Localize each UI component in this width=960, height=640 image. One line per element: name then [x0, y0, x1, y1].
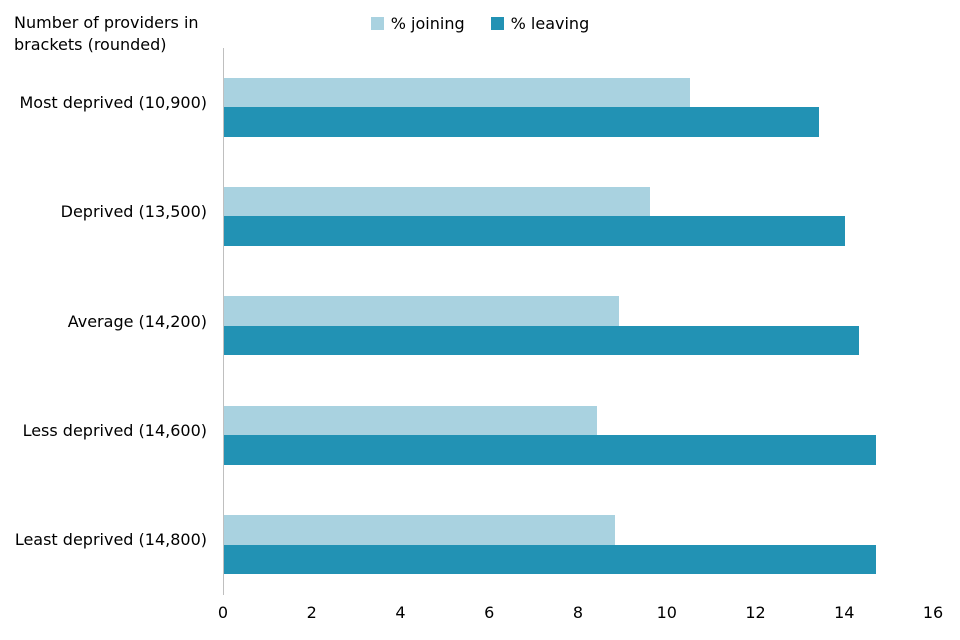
bar-leaving-2 [224, 325, 859, 356]
x-tick-label: 16 [922, 603, 944, 622]
x-tick-label: 10 [656, 603, 677, 622]
x-tick-label: 4 [395, 603, 406, 622]
category-label: Most deprived (10,900) [19, 92, 208, 112]
y-axis-line [223, 48, 224, 595]
bar-joining-2 [224, 296, 619, 326]
category-label: Average (14,200) [67, 311, 207, 331]
chart-title: Number of providers in brackets (rounded… [14, 13, 199, 55]
category-label: Less deprived (14,600) [22, 420, 207, 440]
x-tick-label: 8 [572, 603, 584, 622]
legend-label: % joining [390, 14, 465, 33]
legend-swatch-icon [490, 17, 504, 30]
category-label: Deprived (13,500) [60, 202, 207, 222]
category-label: Least deprived (14,800) [14, 530, 207, 550]
legend-item-1: % leaving [490, 14, 590, 33]
bar-joining-0 [224, 77, 690, 108]
bar-joining-4 [224, 515, 615, 545]
bar-joining-3 [224, 405, 597, 436]
bar-leaving-4 [224, 544, 877, 575]
legend-item-0: % joining [370, 14, 465, 33]
x-tick-label: 0 [217, 603, 229, 622]
x-tick-label: 14 [834, 603, 855, 622]
x-tick-label: 2 [306, 603, 317, 622]
x-tick-label: 6 [484, 603, 495, 622]
bar-leaving-3 [224, 435, 877, 465]
bar-joining-1 [224, 186, 650, 217]
bar-leaving-0 [224, 107, 819, 137]
chart-legend: % joining % leaving [0, 14, 960, 33]
legend-swatch-icon [370, 17, 384, 30]
bar-leaving-1 [224, 216, 846, 246]
legend-label: % leaving [510, 14, 590, 33]
x-tick-label: 12 [745, 603, 766, 622]
